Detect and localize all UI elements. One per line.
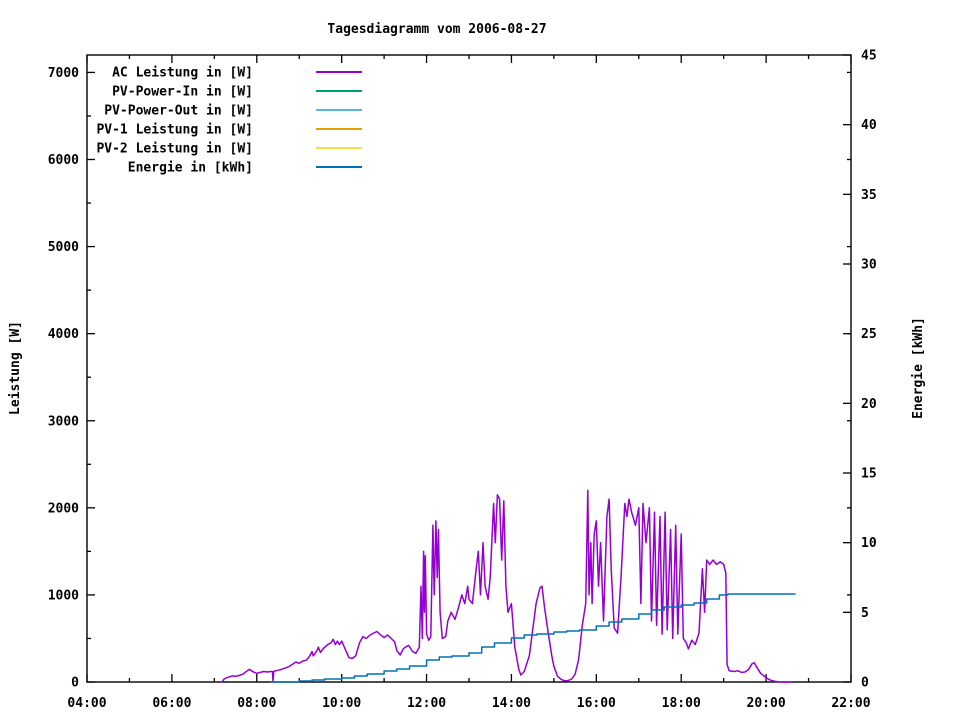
y-left-tick-label: 2000 bbox=[48, 501, 79, 516]
legend-item-pv-power-in-in-w: PV-Power-In in [W] bbox=[112, 85, 362, 100]
y-left-tick-label: 0 bbox=[71, 676, 79, 691]
y-right-tick-label: 25 bbox=[861, 327, 877, 342]
axis-ticks: 04:00 06:00 08:00 10:00 12:00 14:00 16:00 18:00… bbox=[48, 49, 877, 712]
legend-item-pv-2-leistung-in-w: PV-2 Leistung in [W] bbox=[96, 142, 362, 157]
x-axis-tick-label: 20:00 bbox=[747, 696, 786, 711]
x-axis-tick-label: 18:00 bbox=[662, 696, 701, 711]
legend-item-ac-leistung-in-w: AC Leistung in [W] bbox=[112, 66, 362, 81]
x-axis-tick-label: 12:00 bbox=[407, 696, 446, 711]
y-right-tick-label: 15 bbox=[861, 467, 877, 482]
x-axis-tick-label: 16:00 bbox=[577, 696, 616, 711]
legend: AC Leistung in [W] PV-Power-In in [W] PV-P… bbox=[96, 66, 362, 176]
y-right-tick-label: 35 bbox=[861, 188, 877, 203]
x-axis-tick-label: 08:00 bbox=[237, 696, 276, 711]
series-energie-in-kwh bbox=[270, 593, 796, 683]
y-right-tick-label: 10 bbox=[861, 536, 877, 551]
page-title: Tagesdiagramm vom 2006-08-27 bbox=[327, 22, 546, 37]
y-right-tick-label: 0 bbox=[861, 676, 869, 691]
legend-label: PV-2 Leistung in [W] bbox=[96, 142, 253, 157]
y-left-tick-label: 5000 bbox=[48, 240, 79, 255]
legend-item-energie-in-kwh: Energie in [kWh] bbox=[128, 161, 362, 176]
y-right-axis-title: Energie [kWh] bbox=[911, 317, 926, 419]
y-right-tick-label: 45 bbox=[861, 49, 877, 64]
y-left-tick-label: 6000 bbox=[48, 153, 79, 168]
x-axis-tick-label: 22:00 bbox=[831, 696, 870, 711]
x-axis-tick-label: 14:00 bbox=[492, 696, 531, 711]
series-ac-leistung-in-w bbox=[221, 489, 793, 683]
legend-label: PV-1 Leistung in [W] bbox=[96, 123, 253, 138]
y-left-tick-label: 3000 bbox=[48, 414, 79, 429]
legend-item-pv-power-out-in-w: PV-Power-Out in [W] bbox=[104, 104, 362, 119]
legend-label: Energie in [kWh] bbox=[128, 161, 253, 176]
y-left-tick-label: 1000 bbox=[48, 588, 79, 603]
legend-label: AC Leistung in [W] bbox=[112, 66, 253, 81]
legend-label: PV-Power-In in [W] bbox=[112, 85, 253, 100]
x-axis-tick-label: 10:00 bbox=[322, 696, 361, 711]
x-axis-tick-label: 04:00 bbox=[67, 696, 106, 711]
x-axis-tick-label: 06:00 bbox=[152, 696, 191, 711]
y-right-tick-label: 5 bbox=[861, 606, 869, 621]
y-left-tick-label: 7000 bbox=[48, 66, 79, 81]
legend-item-pv-1-leistung-in-w: PV-1 Leistung in [W] bbox=[96, 123, 362, 138]
y-left-axis-title: Leistung [W] bbox=[8, 321, 23, 415]
y-right-tick-label: 40 bbox=[861, 118, 877, 133]
legend-label: PV-Power-Out in [W] bbox=[104, 104, 253, 119]
y-right-tick-label: 20 bbox=[861, 397, 877, 412]
y-left-tick-label: 4000 bbox=[48, 327, 79, 342]
y-right-tick-label: 30 bbox=[861, 258, 877, 273]
plot-series bbox=[221, 489, 796, 683]
